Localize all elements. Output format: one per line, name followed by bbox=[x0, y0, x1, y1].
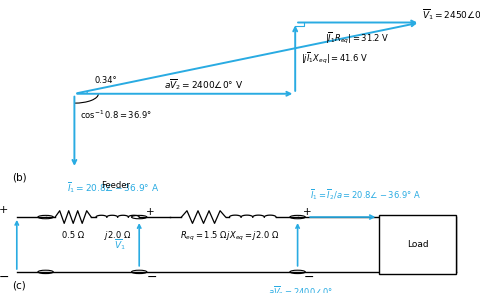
Text: $\overline{I}_1 = \overline{I}_2/a = 20.8\angle -36.9°$ A: $\overline{I}_1 = \overline{I}_2/a = 20.… bbox=[310, 187, 420, 202]
Text: $|j\overline{I}_1X_{eq}| = 41.6$ V: $|j\overline{I}_1X_{eq}| = 41.6$ V bbox=[301, 51, 368, 67]
Text: Feeder: Feeder bbox=[101, 180, 130, 190]
Text: $j2.0$ Ω: $j2.0$ Ω bbox=[104, 229, 131, 242]
FancyBboxPatch shape bbox=[379, 215, 456, 274]
Text: (c): (c) bbox=[12, 281, 26, 291]
Text: $\overline{V}_1 = 2450\angle 0.34°$: $\overline{V}_1 = 2450\angle 0.34°$ bbox=[422, 8, 480, 22]
Text: +: + bbox=[303, 207, 312, 217]
Text: $a\overline{V}_2 = 2400\angle 0°$: $a\overline{V}_2 = 2400\angle 0°$ bbox=[268, 284, 332, 293]
Text: 0.34°: 0.34° bbox=[95, 76, 117, 86]
Text: (b): (b) bbox=[12, 172, 26, 182]
Text: $|\overline{I}_1R_{eq}|= 31.2$ V: $|\overline{I}_1R_{eq}|= 31.2$ V bbox=[325, 30, 390, 46]
Text: $\overline{V}_1$: $\overline{V}_1$ bbox=[114, 237, 126, 252]
Text: $\overline{I}_1 = 20.8\angle -36.9°$ A: $\overline{I}_1 = 20.8\angle -36.9°$ A bbox=[67, 180, 160, 195]
Text: 0.5 Ω: 0.5 Ω bbox=[62, 231, 84, 240]
Text: $\cos^{-1}0.8 = 36.9°$: $\cos^{-1}0.8 = 36.9°$ bbox=[80, 109, 152, 121]
Text: $-$: $-$ bbox=[303, 270, 314, 283]
Text: $jX_{eq}=j2.0$ Ω: $jX_{eq}=j2.0$ Ω bbox=[226, 229, 279, 243]
Text: $-$: $-$ bbox=[146, 270, 157, 283]
Text: $a\overline{V}_2= 2400\angle 0°$ V: $a\overline{V}_2= 2400\angle 0°$ V bbox=[164, 77, 244, 92]
Text: +: + bbox=[0, 205, 8, 215]
Text: $-$: $-$ bbox=[0, 270, 9, 283]
Text: $R_{eq}=1.5$ Ω: $R_{eq}=1.5$ Ω bbox=[180, 229, 228, 243]
Text: +: + bbox=[146, 207, 155, 217]
Text: Load: Load bbox=[407, 240, 429, 249]
